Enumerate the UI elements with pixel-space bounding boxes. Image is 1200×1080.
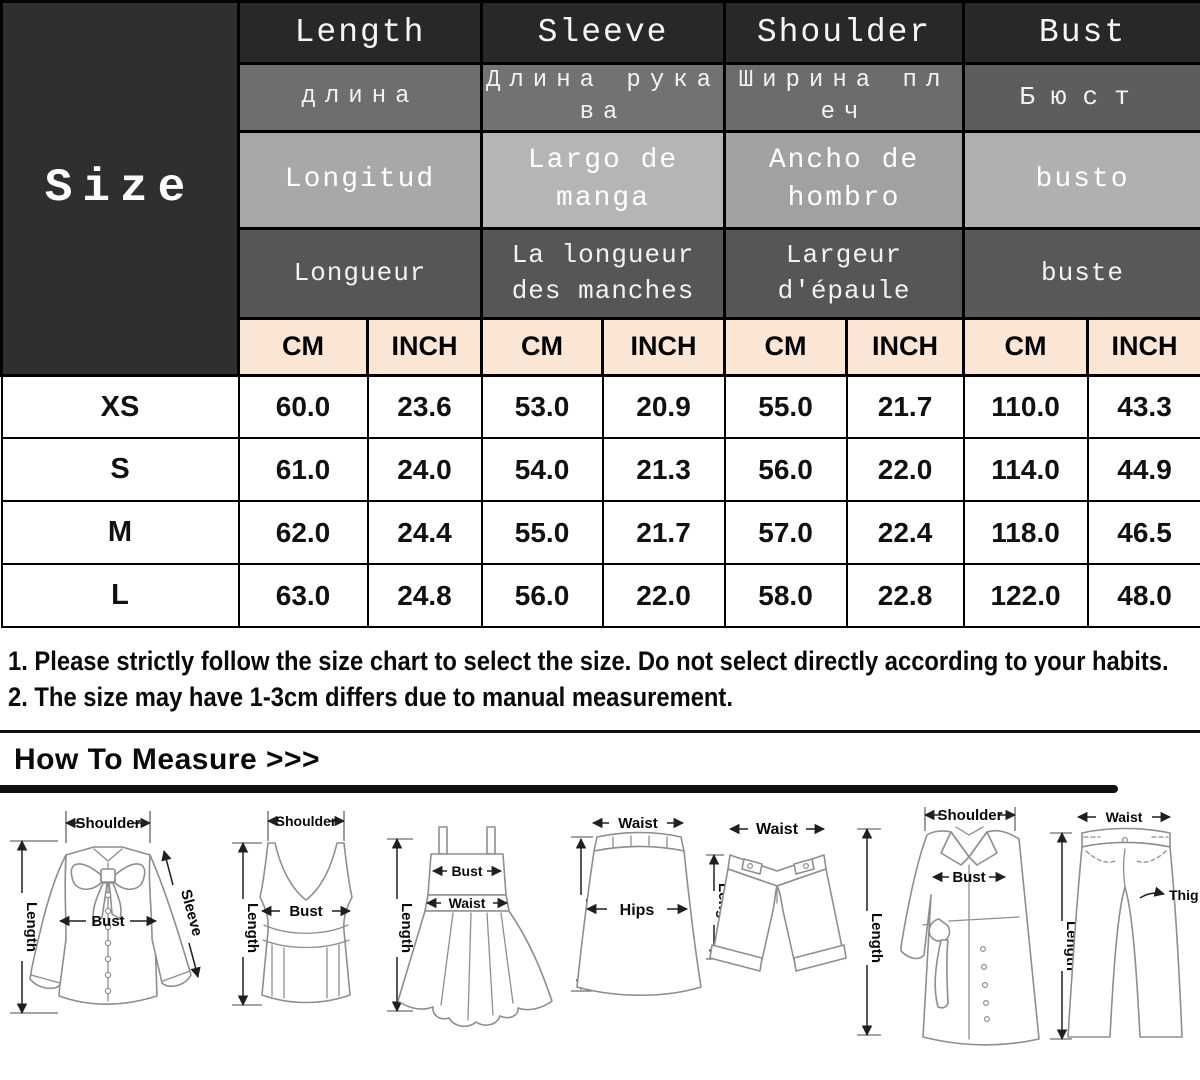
cell-value: 24.0 bbox=[366, 437, 483, 503]
table-row-xs: XS 60.0 23.6 53.0 20.9 55.0 21.7 110.0 4… bbox=[0, 374, 1200, 440]
size-name: M bbox=[0, 500, 240, 566]
size-name: S bbox=[0, 437, 240, 503]
header-fr-bust: buste bbox=[962, 226, 1200, 320]
cell-value: 122.0 bbox=[962, 563, 1089, 629]
label-length: Length bbox=[23, 902, 40, 952]
cell-value: 22.0 bbox=[601, 563, 726, 629]
cell-value: 21.7 bbox=[601, 500, 726, 566]
unit-cm-sleeve: CM bbox=[480, 316, 605, 377]
cell-value: 62.0 bbox=[237, 500, 369, 566]
unit-inch-length: INCH bbox=[365, 316, 484, 377]
header-fr-length: Longueur bbox=[236, 226, 484, 320]
cell-value: 22.8 bbox=[845, 563, 965, 629]
label-hips: Hips bbox=[619, 902, 654, 919]
label-bust: Bust bbox=[952, 869, 985, 886]
figure-coat: Shoulder Length Bust bbox=[856, 807, 1040, 1046]
cell-value: 24.4 bbox=[366, 500, 483, 566]
cell-value: 22.4 bbox=[845, 500, 965, 566]
unit-cm-bust: CM bbox=[962, 316, 1090, 377]
figure-tank-top: Shoulder Length Bust bbox=[231, 811, 353, 1007]
figure-skirt: Waist Length Hips bbox=[570, 815, 702, 997]
label-shoulder: Shoulder bbox=[275, 813, 336, 829]
measure-figures: Shoulder Length Bust Sleeve bbox=[0, 793, 1200, 1049]
header-en-shoulder: Shoulder bbox=[723, 0, 966, 65]
cell-value: 61.0 bbox=[237, 437, 369, 503]
label-waist: Waist bbox=[1106, 809, 1143, 825]
cell-value: 53.0 bbox=[480, 374, 604, 440]
header-fr-shoulder: Largeur d'épaule bbox=[723, 226, 966, 320]
unit-inch-shoulder: INCH bbox=[845, 316, 966, 377]
cell-value: 48.0 bbox=[1086, 563, 1200, 629]
label-length: Length bbox=[398, 903, 415, 953]
header-es-shoulder: Ancho de hombro bbox=[723, 129, 966, 230]
cell-value: 56.0 bbox=[723, 437, 848, 503]
label-thigh: Thigh bbox=[1169, 887, 1198, 903]
figure-slip-dress: Length Bust Waist bbox=[387, 826, 553, 1028]
cell-value: 118.0 bbox=[962, 500, 1089, 566]
cell-value: 20.9 bbox=[601, 374, 726, 440]
cell-value: 43.3 bbox=[1086, 374, 1200, 440]
cell-value: 114.0 bbox=[962, 437, 1089, 503]
cell-value: 54.0 bbox=[480, 437, 604, 503]
label-shoulder: Shoulder bbox=[75, 815, 140, 832]
size-chart-table: Size Length Sleeve Shoulder Bust длина Д… bbox=[0, 0, 1200, 629]
size-notes: 1. Please strictly follow the size chart… bbox=[0, 628, 1200, 716]
header-fr-sleeve: La longueur des manches bbox=[480, 226, 727, 320]
label-bust: Bust bbox=[91, 913, 124, 930]
cell-value: 60.0 bbox=[237, 374, 369, 440]
table-row-l: L 63.0 24.8 56.0 22.0 58.0 22.8 122.0 48… bbox=[0, 563, 1200, 629]
unit-inch-sleeve: INCH bbox=[601, 316, 727, 377]
label-sleeve: Sleeve bbox=[177, 888, 206, 938]
table-row-m: M 62.0 24.4 55.0 21.7 57.0 22.4 118.0 46… bbox=[0, 500, 1200, 566]
label-waist: Waist bbox=[756, 821, 799, 838]
header-es-length: Longitud bbox=[236, 129, 484, 230]
cell-value: 56.0 bbox=[480, 563, 604, 629]
corner-size-label: Size bbox=[0, 0, 240, 377]
how-to-measure-section: How To Measure >>> Shoulder Length bbox=[0, 730, 1200, 1049]
label-bust: Bust bbox=[289, 903, 322, 920]
header-es-sleeve: Largo de manga bbox=[480, 129, 727, 230]
header-en-sleeve: Sleeve bbox=[480, 0, 727, 65]
cell-value: 46.5 bbox=[1086, 500, 1200, 566]
unit-cm-shoulder: CM bbox=[723, 316, 849, 377]
cell-value: 110.0 bbox=[962, 374, 1089, 440]
unit-inch-bust: INCH bbox=[1086, 316, 1200, 377]
label-bust: Bust bbox=[451, 863, 482, 879]
header-ru-length: длина bbox=[236, 62, 484, 133]
header-es-bust: busto bbox=[962, 129, 1200, 230]
cell-value: 63.0 bbox=[237, 563, 369, 629]
header-ru-bust: Бюст bbox=[962, 62, 1200, 133]
table-row-s: S 61.0 24.0 54.0 21.3 56.0 22.0 114.0 44… bbox=[0, 437, 1200, 503]
cell-value: 22.0 bbox=[845, 437, 965, 503]
cell-value: 44.9 bbox=[1086, 437, 1200, 503]
how-to-measure-heading: How To Measure >>> bbox=[14, 743, 321, 777]
header-en-length: Length bbox=[236, 0, 484, 65]
cell-value: 57.0 bbox=[723, 500, 848, 566]
note-1: 1. Please strictly follow the size chart… bbox=[8, 646, 1169, 677]
unit-cm-length: CM bbox=[237, 316, 369, 377]
cell-value: 55.0 bbox=[723, 374, 848, 440]
cell-value: 23.6 bbox=[366, 374, 483, 440]
header-en-bust: Bust bbox=[962, 0, 1200, 65]
note-2: 2. The size may have 1-3cm differs due t… bbox=[8, 682, 733, 713]
header-ru-shoulder: Ширина плеч bbox=[723, 62, 966, 133]
divider-rule bbox=[0, 785, 1118, 794]
label-waist: Waist bbox=[618, 815, 657, 832]
figure-jeans: Waist Length Thigh bbox=[1050, 809, 1198, 1041]
header-ru-sleeve: Длина рукава bbox=[480, 62, 727, 133]
cell-value: 21.7 bbox=[845, 374, 965, 440]
cell-value: 21.3 bbox=[601, 437, 726, 503]
figure-blouse: Shoulder Length Bust Sleeve bbox=[10, 811, 206, 1015]
cell-value: 58.0 bbox=[723, 563, 848, 629]
size-name: XS bbox=[0, 374, 240, 440]
label-waist: Waist bbox=[449, 895, 486, 911]
cell-value: 55.0 bbox=[480, 500, 604, 566]
label-length: Length bbox=[868, 913, 885, 963]
size-name: L bbox=[0, 563, 240, 629]
label-shoulder: Shoulder bbox=[937, 807, 1002, 824]
figure-shorts: Waist Length bbox=[706, 821, 847, 972]
label-length: Length bbox=[244, 903, 261, 953]
cell-value: 24.8 bbox=[366, 563, 483, 629]
